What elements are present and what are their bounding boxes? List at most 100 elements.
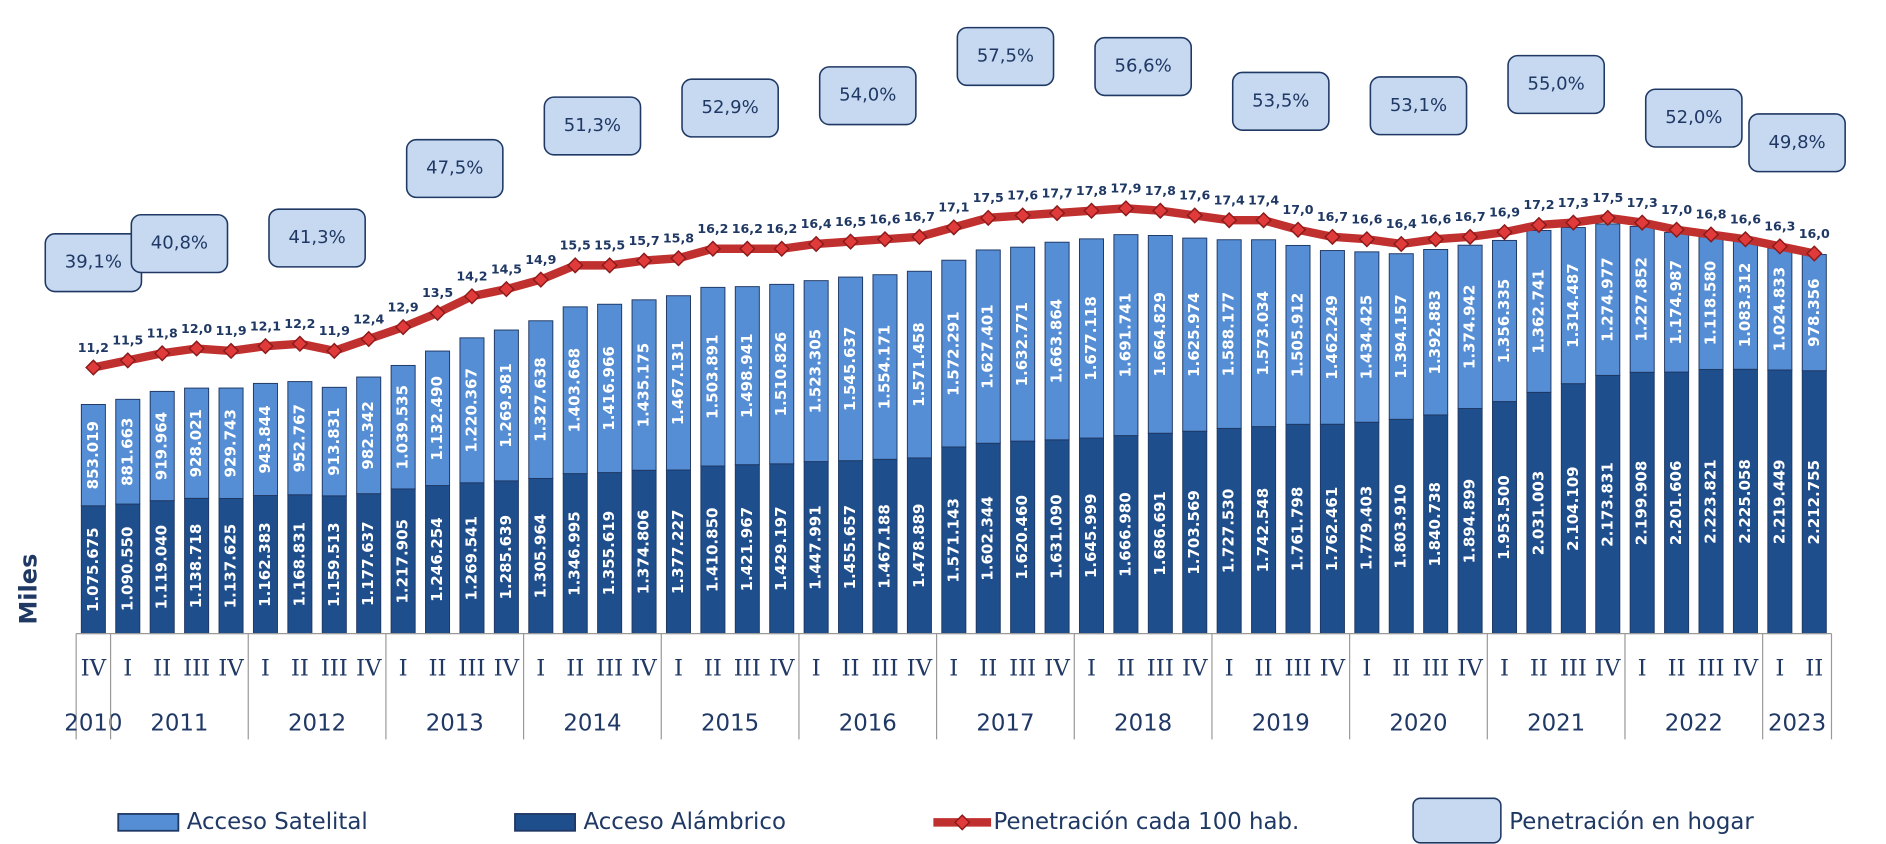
quarter-label: IV [1733, 656, 1759, 682]
quarter-label: IV [907, 656, 933, 682]
bar-satelital [1113, 234, 1139, 437]
bar-satelital [184, 387, 210, 499]
bar-satelital [287, 381, 313, 496]
bar-satelital [149, 390, 175, 502]
penetration-label: 17,0 [1282, 202, 1313, 217]
bar-label: 1.779.403 [1357, 486, 1375, 571]
penetration-marker [1393, 235, 1410, 253]
penetration-marker [1599, 209, 1616, 227]
bar-satelital [1388, 253, 1414, 420]
penetration-label: 17,0 [1661, 202, 1692, 217]
bar-label: 1.523.305 [807, 329, 825, 414]
year-label: 2016 [839, 710, 897, 736]
quarter-label: I [399, 656, 408, 682]
household-box [405, 138, 504, 199]
bar-alambrico [1010, 440, 1036, 635]
household-box [543, 96, 642, 156]
bar-label: 1.217.905 [394, 519, 412, 604]
penetration-label: 17,5 [973, 190, 1004, 205]
bar-label: 2.031.003 [1529, 471, 1547, 556]
household-label: 55,0% [1528, 73, 1585, 94]
penetration-marker [1324, 228, 1341, 246]
penetration-label: 17,4 [1214, 192, 1245, 207]
penetration-label: 16,2 [732, 221, 763, 236]
bar-label: 1.894.899 [1461, 479, 1479, 564]
household-label: 39,1% [65, 252, 122, 273]
penetration-label: 15,5 [594, 238, 625, 253]
bar-label: 1.362.741 [1529, 269, 1547, 354]
penetration-marker [980, 209, 997, 227]
bar-label: 1.374.942 [1461, 285, 1479, 370]
penetration-marker [1633, 214, 1651, 231]
quarter-label: I [123, 656, 132, 682]
bar-satelital [1767, 247, 1793, 371]
bar-alambrico [425, 485, 451, 635]
bar-satelital [252, 382, 278, 497]
quarter-label: II [1668, 656, 1686, 682]
bar-label: 1.119.040 [153, 525, 171, 610]
penetration-marker [119, 352, 137, 369]
penetration-label: 16,6 [1351, 211, 1382, 226]
bar-satelital [906, 270, 932, 459]
bar-satelital [1044, 241, 1070, 441]
bar-label: 1.631.090 [1048, 494, 1066, 579]
bar-label: 1.269.981 [497, 363, 515, 448]
year-label: 2019 [1252, 710, 1310, 736]
household-box [130, 213, 229, 274]
bar-label: 2.212.755 [1805, 460, 1823, 545]
penetration-marker [842, 233, 859, 250]
bar-alambrico [1629, 371, 1655, 635]
bar-label: 1.356.335 [1495, 279, 1513, 364]
quarter-label: III [734, 656, 761, 682]
bar-label: 881.663 [118, 417, 136, 485]
bar-satelital [734, 286, 760, 466]
bar-alambrico [872, 458, 898, 635]
legend-label: Acceso Satelital [187, 809, 368, 835]
household-label: 56,6% [1115, 56, 1172, 77]
penetration-marker [704, 240, 722, 257]
bar-label: 1.686.691 [1151, 491, 1169, 576]
quarter-label: I [949, 656, 958, 682]
year-label: 2015 [701, 710, 759, 736]
quarter-label: I [1638, 656, 1647, 682]
bar-label: 2.223.821 [1702, 459, 1720, 544]
bar-label: 1.620.460 [1013, 495, 1031, 580]
bar-alambrico [1319, 423, 1345, 635]
penetration-label: 17,9 [1110, 181, 1141, 196]
bar-satelital [1629, 225, 1655, 373]
legend-swatch [514, 813, 577, 832]
penetration-label: 17,4 [1248, 192, 1279, 207]
penetration-marker [670, 250, 687, 267]
bar-label: 1.410.850 [703, 508, 721, 593]
penetration-label: 17,2 [1523, 197, 1554, 212]
bar-label: 1.137.625 [222, 524, 240, 609]
penetration-label: 17,3 [1558, 195, 1589, 210]
penetration-marker [291, 335, 309, 352]
penetration-label: 11,2 [78, 340, 109, 355]
penetration-label: 16,6 [869, 211, 900, 226]
legend-label: Penetración cada 100 hab. [993, 809, 1299, 835]
penetration-marker [326, 342, 343, 360]
year-label: 2010 [64, 710, 122, 736]
bar-satelital [1595, 223, 1621, 376]
bar-alambrico [1732, 368, 1758, 635]
bar-satelital [1423, 249, 1449, 416]
penetration-marker [153, 345, 171, 362]
bar-label: 1.083.312 [1736, 263, 1754, 348]
bar-label: 943.844 [256, 405, 274, 473]
quarter-label: IV [1320, 656, 1346, 682]
quarter-label: IV [1044, 656, 1070, 682]
bar-satelital [80, 404, 106, 507]
penetration-label: 12,0 [181, 321, 212, 336]
quarter-label: IV [218, 656, 244, 682]
penetration-label: 17,8 [1076, 183, 1107, 198]
bar-satelital [1560, 227, 1586, 385]
bar-label: 1.742.548 [1254, 488, 1272, 573]
penetration-marker [911, 228, 928, 246]
bar-alambrico [528, 477, 554, 635]
penetration-label: 14,9 [525, 252, 556, 267]
penetration-label: 11,9 [215, 323, 246, 338]
penetration-marker [807, 235, 825, 253]
penetration-marker [1289, 221, 1307, 238]
